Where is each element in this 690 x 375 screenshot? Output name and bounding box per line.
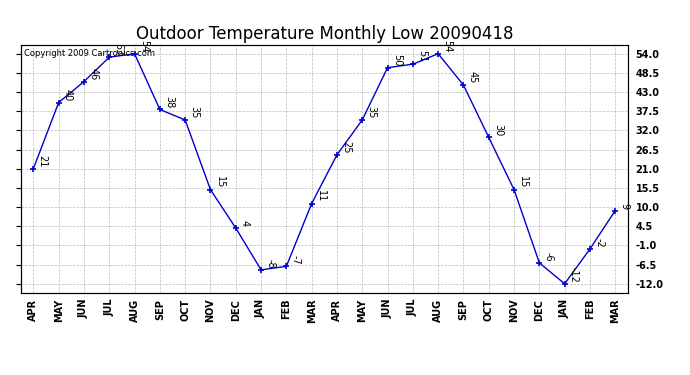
- Text: 38: 38: [164, 96, 174, 108]
- Text: -8: -8: [265, 259, 275, 268]
- Text: 54: 54: [139, 40, 149, 53]
- Text: 51: 51: [417, 50, 427, 63]
- Text: 15: 15: [215, 176, 225, 188]
- Text: 25: 25: [341, 141, 351, 153]
- Text: 40: 40: [63, 89, 73, 101]
- Title: Outdoor Temperature Monthly Low 20090418: Outdoor Temperature Monthly Low 20090418: [135, 26, 513, 44]
- Text: 35: 35: [189, 106, 199, 118]
- Text: 45: 45: [468, 71, 477, 84]
- Text: 50: 50: [392, 54, 402, 66]
- Text: -6: -6: [544, 252, 553, 261]
- Text: -2: -2: [594, 238, 604, 248]
- Text: 15: 15: [518, 176, 529, 188]
- Text: 11: 11: [316, 190, 326, 202]
- Text: 9: 9: [620, 203, 629, 209]
- Text: 30: 30: [493, 124, 503, 136]
- Text: 46: 46: [88, 68, 98, 80]
- Text: 35: 35: [366, 106, 377, 118]
- Text: Copyright 2009 Cartronics.com: Copyright 2009 Cartronics.com: [23, 49, 155, 58]
- Text: -7: -7: [290, 255, 301, 265]
- Text: 4: 4: [240, 220, 250, 226]
- Text: 21: 21: [37, 155, 48, 167]
- Text: 54: 54: [442, 40, 453, 53]
- Text: -12: -12: [569, 267, 579, 282]
- Text: 53: 53: [113, 44, 124, 56]
